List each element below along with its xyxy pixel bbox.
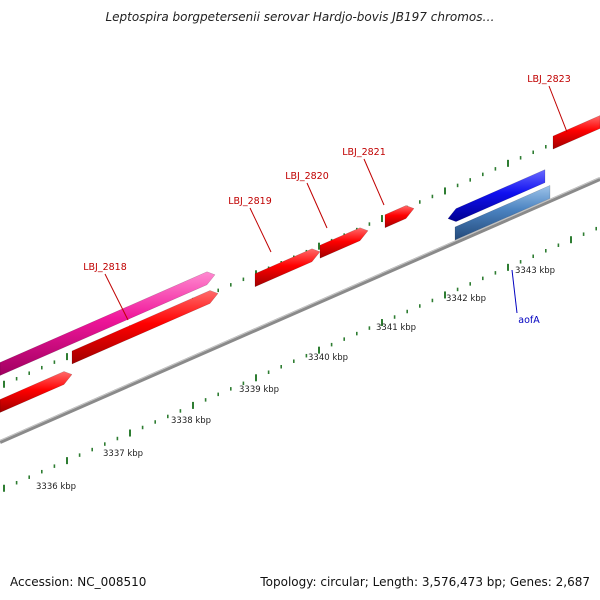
inner-tick-track [3, 226, 598, 492]
gene-label[interactable]: LBJ_2818 [83, 262, 127, 273]
genome-stats-text: Topology: circular; Length: 3,576,473 bp… [260, 575, 590, 589]
axis-tick-label: 3342 kbp [446, 294, 486, 304]
backbone-highlight [0, 177, 600, 441]
gene-lbj-2818-highlight[interactable] [0, 271, 216, 376]
gene-aofa[interactable] [454, 185, 551, 241]
gene-lbj-2820[interactable] [319, 227, 369, 259]
gene-lbj-2818[interactable] [71, 290, 219, 365]
axis-tick-label: 3336 kbp [36, 482, 76, 492]
gene-lbj-2821[interactable] [384, 205, 415, 229]
axis-tick-label: 3338 kbp [171, 416, 211, 426]
gene-label[interactable]: LBJ_2820 [285, 171, 329, 182]
gene-label[interactable]: LBJ_2819 [228, 196, 272, 207]
axis-tick-label: 3343 kbp [515, 266, 555, 276]
gene-label[interactable]: LBJ_2823 [527, 74, 571, 85]
gene-label-leader [104, 273, 129, 321]
gene-label-leader [363, 158, 385, 206]
gene-label-leader [306, 182, 328, 229]
accession-text: Accession: NC_008510 [10, 575, 147, 589]
gene-reverse-blue[interactable] [447, 169, 546, 222]
gene-label-leader [548, 85, 568, 133]
gene-label-leader [511, 269, 518, 314]
axis-tick-label: 3337 kbp [103, 449, 143, 459]
gene-lbj-2823[interactable] [552, 115, 600, 150]
axis-tick-label: 3340 kbp [308, 353, 348, 363]
gene-lbj-2817[interactable] [0, 371, 73, 413]
backbone-line [0, 177, 600, 444]
gene-label-leader [249, 207, 272, 253]
map-title: Leptospira borgpetersenii serovar Hardjo… [105, 10, 495, 24]
axis-tick-label: 3339 kbp [239, 385, 279, 395]
gene-label[interactable]: aofA [518, 315, 540, 326]
gene-lbj-2819[interactable] [254, 248, 321, 288]
gene-label[interactable]: LBJ_2821 [342, 147, 386, 158]
axis-tick-label: 3341 kbp [376, 323, 416, 333]
